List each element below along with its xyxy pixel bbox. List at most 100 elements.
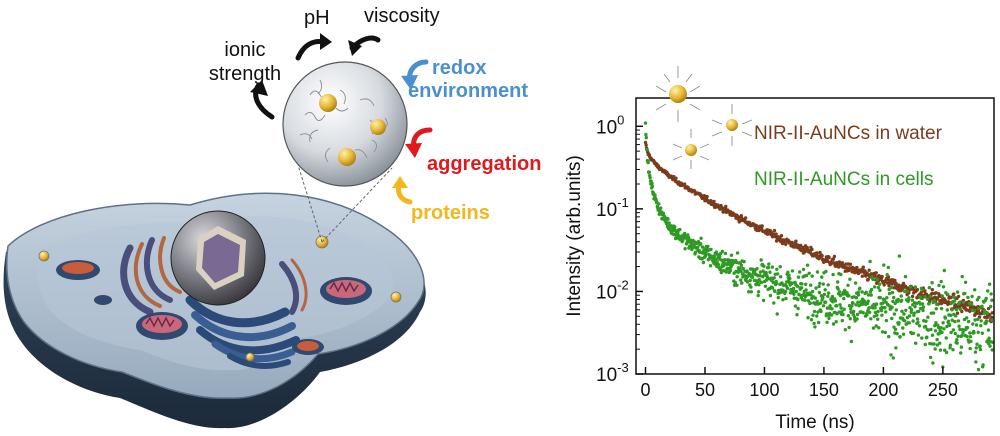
- data-point: [696, 240, 701, 244]
- data-point: [768, 270, 772, 274]
- data-point: [973, 350, 978, 354]
- data-point: [674, 176, 678, 180]
- data-point: [841, 312, 845, 317]
- data-point: [855, 312, 860, 317]
- data-point: [813, 325, 817, 329]
- data-point: [723, 258, 727, 262]
- data-point: [867, 268, 871, 272]
- data-point: [832, 254, 837, 259]
- data-point: [916, 333, 921, 337]
- data-point: [939, 306, 944, 311]
- data-point: [804, 273, 809, 278]
- data-point: [868, 259, 872, 264]
- data-point: [842, 296, 846, 301]
- data-point: [807, 271, 811, 275]
- data-point: [917, 324, 922, 328]
- data-point: [837, 310, 841, 314]
- data-point: [952, 292, 956, 296]
- data-point: [979, 324, 983, 328]
- data-point: [818, 281, 822, 285]
- data-point: [987, 282, 992, 286]
- data-point: [928, 294, 932, 299]
- data-point: [919, 296, 923, 300]
- data-point: [644, 143, 648, 147]
- data-point: [872, 285, 877, 289]
- data-point: [772, 276, 776, 280]
- data-point: [773, 289, 777, 293]
- data-point: [973, 288, 977, 292]
- data-point: [871, 326, 876, 330]
- data-point: [713, 262, 717, 266]
- data-point: [839, 306, 843, 310]
- data-point: [990, 298, 994, 302]
- data-point: [728, 268, 733, 273]
- data-point: [968, 335, 973, 339]
- data-point: [817, 320, 821, 325]
- data-point: [913, 305, 917, 309]
- data-point: [920, 336, 924, 340]
- data-point: [846, 314, 851, 318]
- data-point: [892, 312, 897, 316]
- data-point: [689, 241, 694, 245]
- data-point: [739, 278, 743, 282]
- x-tick-label: 0: [641, 380, 651, 400]
- data-point: [978, 344, 982, 348]
- data-point: [953, 319, 957, 324]
- data-point: [956, 319, 961, 323]
- data-point: [887, 334, 891, 339]
- data-point: [647, 170, 651, 174]
- data-point: [937, 331, 941, 336]
- data-point: [739, 269, 743, 273]
- data-point: [877, 326, 881, 330]
- data-point: [709, 247, 713, 252]
- data-point: [976, 367, 981, 372]
- data-point: [930, 333, 935, 337]
- data-point: [893, 301, 897, 306]
- data-point: [821, 304, 826, 308]
- data-point: [942, 268, 946, 273]
- data-point: [791, 289, 795, 294]
- x-tick-label: 100: [749, 380, 779, 400]
- data-point: [852, 309, 856, 314]
- data-point: [926, 328, 930, 332]
- data-point: [778, 265, 782, 269]
- data-point: [833, 299, 838, 303]
- data-point: [718, 254, 722, 259]
- data-point: [984, 320, 989, 324]
- data-point: [822, 292, 827, 297]
- data-point: [761, 298, 766, 303]
- y-tick-label: 10-2: [596, 277, 629, 303]
- data-point: [648, 175, 652, 180]
- data-point: [915, 317, 920, 321]
- data-point: [933, 347, 937, 351]
- data-point: [779, 234, 784, 238]
- data-point: [872, 314, 876, 319]
- x-ticks: 0 50 100 150 200 250: [641, 367, 958, 400]
- data-point: [946, 292, 950, 297]
- data-point: [885, 281, 890, 285]
- data-point: [740, 281, 744, 285]
- zoom-line-1: [297, 164, 323, 243]
- data-point: [920, 288, 924, 292]
- data-point: [821, 295, 825, 300]
- data-point: [926, 315, 930, 319]
- data-point: [963, 280, 968, 284]
- data-point: [901, 332, 906, 336]
- data-point: [772, 228, 777, 233]
- data-point: [986, 306, 991, 311]
- data-point: [745, 269, 749, 273]
- data-point: [927, 302, 931, 306]
- data-point: [650, 184, 655, 189]
- data-point: [902, 312, 906, 316]
- data-point: [790, 269, 795, 273]
- data-point: [853, 281, 858, 285]
- data-point: [739, 263, 744, 268]
- data-point: [756, 293, 760, 298]
- data-point: [724, 204, 728, 209]
- nanocluster-core-3: [338, 148, 356, 166]
- data-point: [890, 290, 895, 295]
- nucleus: [170, 210, 266, 306]
- data-point: [945, 308, 949, 312]
- data-point: [939, 279, 943, 284]
